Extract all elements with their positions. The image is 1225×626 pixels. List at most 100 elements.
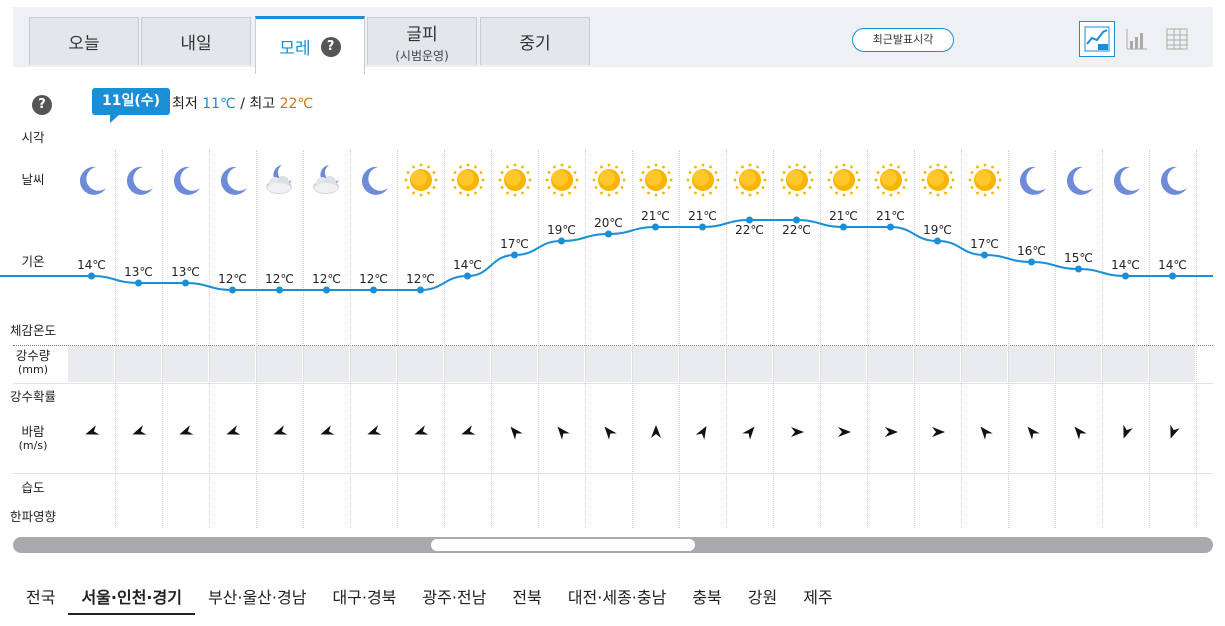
precip-cell-bg	[1149, 346, 1195, 382]
column-divider	[1102, 150, 1103, 528]
tab-day-after-tomorrow[interactable]: 모레 ?	[255, 16, 365, 74]
temperature-point	[417, 286, 424, 294]
temperature-point	[605, 230, 612, 238]
sun-icon	[921, 163, 954, 197]
temperature-label: 21℃	[829, 209, 858, 223]
region-tab[interactable]: 부산·울산·경남	[207, 588, 307, 607]
region-tab[interactable]: 서울·인천·경기	[68, 585, 195, 615]
temperature-label: 17℃	[970, 237, 999, 251]
wind-direction-icon	[460, 425, 475, 435]
temperature-point	[229, 286, 236, 294]
row-label-feels-like: 체감온도	[9, 323, 56, 338]
precip-cell-bg	[538, 346, 584, 382]
cloud-moon-icon	[312, 165, 339, 194]
region-tab[interactable]: 광주·전남	[422, 588, 487, 607]
precip-cell-bg	[961, 346, 1007, 382]
help-icon[interactable]: ?	[320, 36, 341, 57]
horizontal-scrollbar[interactable]	[13, 537, 1213, 553]
row-divider	[13, 345, 1213, 346]
wind-direction-icon	[1027, 426, 1040, 440]
tab-three-days-later[interactable]: 글피 (시범운영)	[367, 17, 477, 65]
temperature-label: 14℃	[453, 258, 482, 272]
precip-cell-bg	[585, 346, 631, 382]
wind-direction-icon	[604, 426, 617, 440]
moon-icon	[79, 166, 106, 195]
region-tab[interactable]: 대구·경북	[332, 588, 397, 607]
temperature-label: 12℃	[312, 272, 341, 286]
region-tab[interactable]: 대전·세종·충남	[567, 588, 667, 607]
temperature-label: 19℃	[547, 223, 576, 237]
row-divider	[13, 383, 1213, 384]
region-tab[interactable]: 전북	[512, 588, 542, 607]
temperature-label: 14℃	[1111, 258, 1140, 272]
temperature-label: 16℃	[1017, 244, 1046, 258]
precip-cell-bg	[256, 346, 302, 382]
precip-cell-bg	[773, 346, 819, 382]
temperature-point	[934, 237, 941, 245]
temperature-point	[887, 223, 894, 231]
wind-direction-icon	[790, 427, 804, 437]
temperature-point	[840, 223, 847, 231]
temperature-point	[1169, 272, 1176, 280]
row-label-wind: 바람 (m/s)	[0, 425, 66, 453]
bar-chart-view-icon[interactable]	[1119, 21, 1155, 57]
min-temp: 11℃	[202, 96, 236, 112]
help-icon[interactable]: ?	[32, 95, 52, 115]
temperature-label: 12℃	[406, 272, 435, 286]
precip-cell-bg	[397, 346, 443, 382]
region-tab[interactable]: 충북	[692, 588, 722, 607]
region-tab[interactable]: 전국	[26, 588, 56, 607]
sun-icon	[968, 163, 1001, 197]
table-view-icon[interactable]	[1159, 21, 1195, 57]
precip-cell-bg	[444, 346, 490, 382]
moon-icon	[173, 166, 200, 195]
column-divider	[1149, 150, 1150, 528]
tab-label: 내일	[180, 34, 212, 54]
region-tab[interactable]: 제주	[803, 588, 833, 607]
temperature-point	[276, 286, 283, 294]
temperature-point	[1028, 258, 1035, 266]
moon-icon	[1019, 166, 1046, 195]
wind-direction-icon	[1169, 424, 1180, 439]
precip-cell-bg	[303, 346, 349, 382]
column-divider	[914, 150, 915, 528]
wind-direction-icon	[884, 427, 898, 437]
latest-announcement-button[interactable]: 최근발표시각	[852, 28, 954, 52]
precip-unit: (mm)	[17, 363, 48, 376]
column-divider	[585, 150, 586, 528]
tab-tomorrow[interactable]: 내일	[141, 17, 251, 65]
temperature-label: 20℃	[594, 216, 623, 230]
column-divider	[1008, 150, 1009, 528]
wind-direction-icon	[413, 425, 428, 435]
row-label-cold-wave: 한파영향	[9, 509, 56, 524]
precip-cell-bg	[1102, 346, 1148, 382]
sun-icon	[639, 163, 672, 197]
scrollbar-thumb[interactable]	[431, 539, 695, 551]
precip-cell-bg	[115, 346, 161, 382]
wind-direction-icon	[837, 427, 851, 437]
row-label-precip-probability: 강수확률	[9, 389, 56, 404]
region-tabs: 전국 서울·인천·경기 부산·울산·경남 대구·경북 광주·전남 전북 대전·세종·충남 충북…	[13, 585, 846, 615]
row-label-time: 시각	[21, 130, 45, 145]
region-tab[interactable]: 강원	[747, 588, 778, 607]
column-divider	[444, 150, 445, 528]
line-chart-view-icon[interactable]	[1079, 21, 1115, 57]
temperature-point	[1122, 272, 1129, 280]
max-label: 최고	[249, 96, 276, 112]
column-divider	[773, 150, 774, 528]
temperature-point	[88, 272, 95, 280]
tab-mid-term[interactable]: 중기	[480, 17, 590, 65]
column-divider	[726, 150, 727, 528]
tab-sublabel: (시범운영)	[395, 48, 449, 63]
wind-direction-icon	[319, 425, 334, 435]
temperature-label: 22℃	[782, 223, 811, 237]
wind-direction-icon	[741, 426, 754, 440]
row-label-weather: 날씨	[21, 172, 45, 187]
tab-today[interactable]: 오늘	[29, 17, 139, 65]
wind-direction-icon	[272, 425, 287, 435]
temperature-label: 19℃	[923, 223, 952, 237]
column-divider	[820, 150, 821, 528]
moon-icon	[1113, 166, 1140, 195]
temperature-label: 17℃	[500, 237, 529, 251]
temperature-label: 21℃	[876, 209, 905, 223]
